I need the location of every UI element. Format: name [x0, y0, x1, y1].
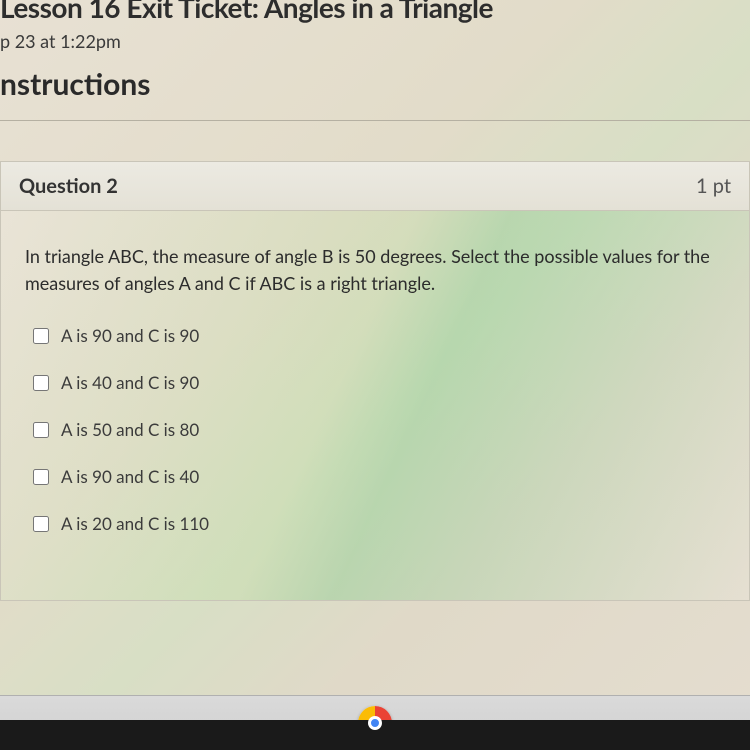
answer-label[interactable]: A is 20 and C is 110	[61, 513, 209, 534]
question-number: Question 2	[19, 174, 118, 198]
answer-option[interactable]: A is 20 and C is 110	[33, 513, 725, 534]
answer-option[interactable]: A is 90 and C is 40	[33, 466, 725, 487]
answer-checkbox[interactable]	[33, 422, 49, 438]
answer-label[interactable]: A is 90 and C is 90	[61, 325, 199, 346]
answer-checkbox[interactable]	[33, 375, 49, 391]
answer-label[interactable]: A is 50 and C is 80	[61, 419, 199, 440]
quiz-screen: Lesson 16 Exit Ticket: Angles in a Trian…	[0, 0, 750, 710]
answer-option[interactable]: A is 40 and C is 90	[33, 372, 725, 393]
answer-label[interactable]: A is 90 and C is 40	[61, 466, 199, 487]
timestamp: p 23 at 1:22pm	[0, 30, 750, 52]
question-prompt: In triangle ABC, the measure of angle B …	[25, 243, 725, 297]
question-body: In triangle ABC, the measure of angle B …	[0, 211, 750, 601]
answer-checkbox[interactable]	[33, 469, 49, 485]
divider	[0, 120, 750, 121]
page-title: Lesson 16 Exit Ticket: Angles in a Trian…	[0, 0, 750, 24]
answer-option[interactable]: A is 90 and C is 90	[33, 325, 725, 346]
answer-label[interactable]: A is 40 and C is 90	[61, 372, 199, 393]
answer-option[interactable]: A is 50 and C is 80	[33, 419, 725, 440]
question-block: Question 2 1 pt In triangle ABC, the mea…	[0, 161, 750, 601]
instructions-heading: nstructions	[0, 66, 750, 102]
question-header: Question 2 1 pt	[0, 161, 750, 211]
answer-checkbox[interactable]	[33, 328, 49, 344]
question-points: 1 pt	[696, 174, 731, 198]
answer-checkbox[interactable]	[33, 516, 49, 532]
